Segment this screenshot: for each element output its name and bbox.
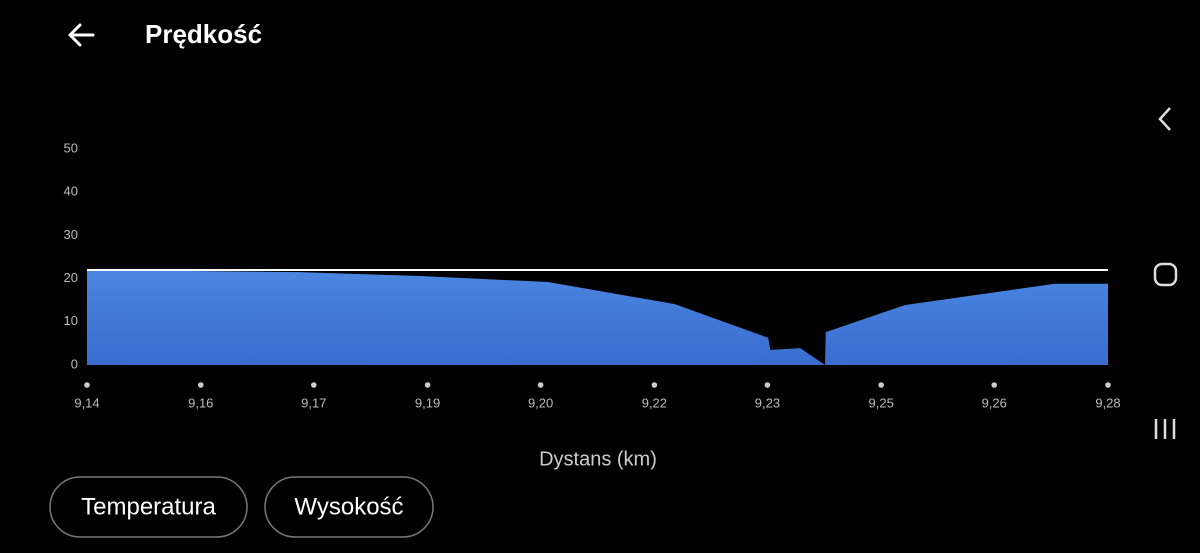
x-tick-label: 9,23 [755,395,780,410]
page-title: Prędkość [145,19,262,49]
x-axis-title: Dystans (km) [539,448,657,470]
nav-bar [1153,107,1178,439]
x-tick-dot [311,382,317,388]
speed-area [87,269,1108,365]
nav-recent[interactable] [1154,419,1176,439]
x-tick-label: 9,14 [74,395,99,410]
x-tick-dot [424,382,431,388]
x-tick-dot [84,382,90,388]
y-tick-label: 10 [64,313,78,328]
back-arrow[interactable] [68,23,95,47]
x-tick-label: 9,20 [528,395,553,410]
x-tick-dot [991,382,998,388]
y-tick-label: 40 [64,184,78,199]
chart: 0 10 20 30 40 50 9,14 9,16 9,17 9,19 9,20 9,22 9,23 9… [64,140,1121,410]
back-button[interactable] [68,23,95,47]
chip-label[interactable]: Wysokość [294,493,403,520]
chip-label[interactable]: Temperatura [81,493,216,520]
nav-home[interactable] [1153,262,1178,287]
button-row: Temperatura Wysokość [49,476,434,538]
y-tick-label: 30 [64,227,78,242]
x-tick-label: 9,17 [301,395,326,410]
x-tick-label: 9,28 [1095,395,1120,410]
x-tick-label: 9,25 [869,395,894,410]
x-tick-label: 9,19 [415,395,440,410]
y-tick-label: 50 [64,140,78,155]
x-tick-dot [537,382,544,388]
x-tick-label: 9,22 [642,395,667,410]
x-tick-label: 9,16 [188,395,213,410]
x-tick-dot [197,382,204,388]
x-tick-dot [764,382,771,388]
x-tick-dot [878,382,884,388]
x-tick-label: 9,26 [982,395,1007,410]
y-tick-label: 0 [71,356,78,371]
chip-button[interactable] [264,476,434,538]
x-tick-dot [651,382,658,388]
chip-button[interactable] [49,476,248,538]
y-tick-label: 20 [64,270,78,285]
x-tick-dot [1105,382,1111,388]
nav-back[interactable] [1158,107,1171,131]
